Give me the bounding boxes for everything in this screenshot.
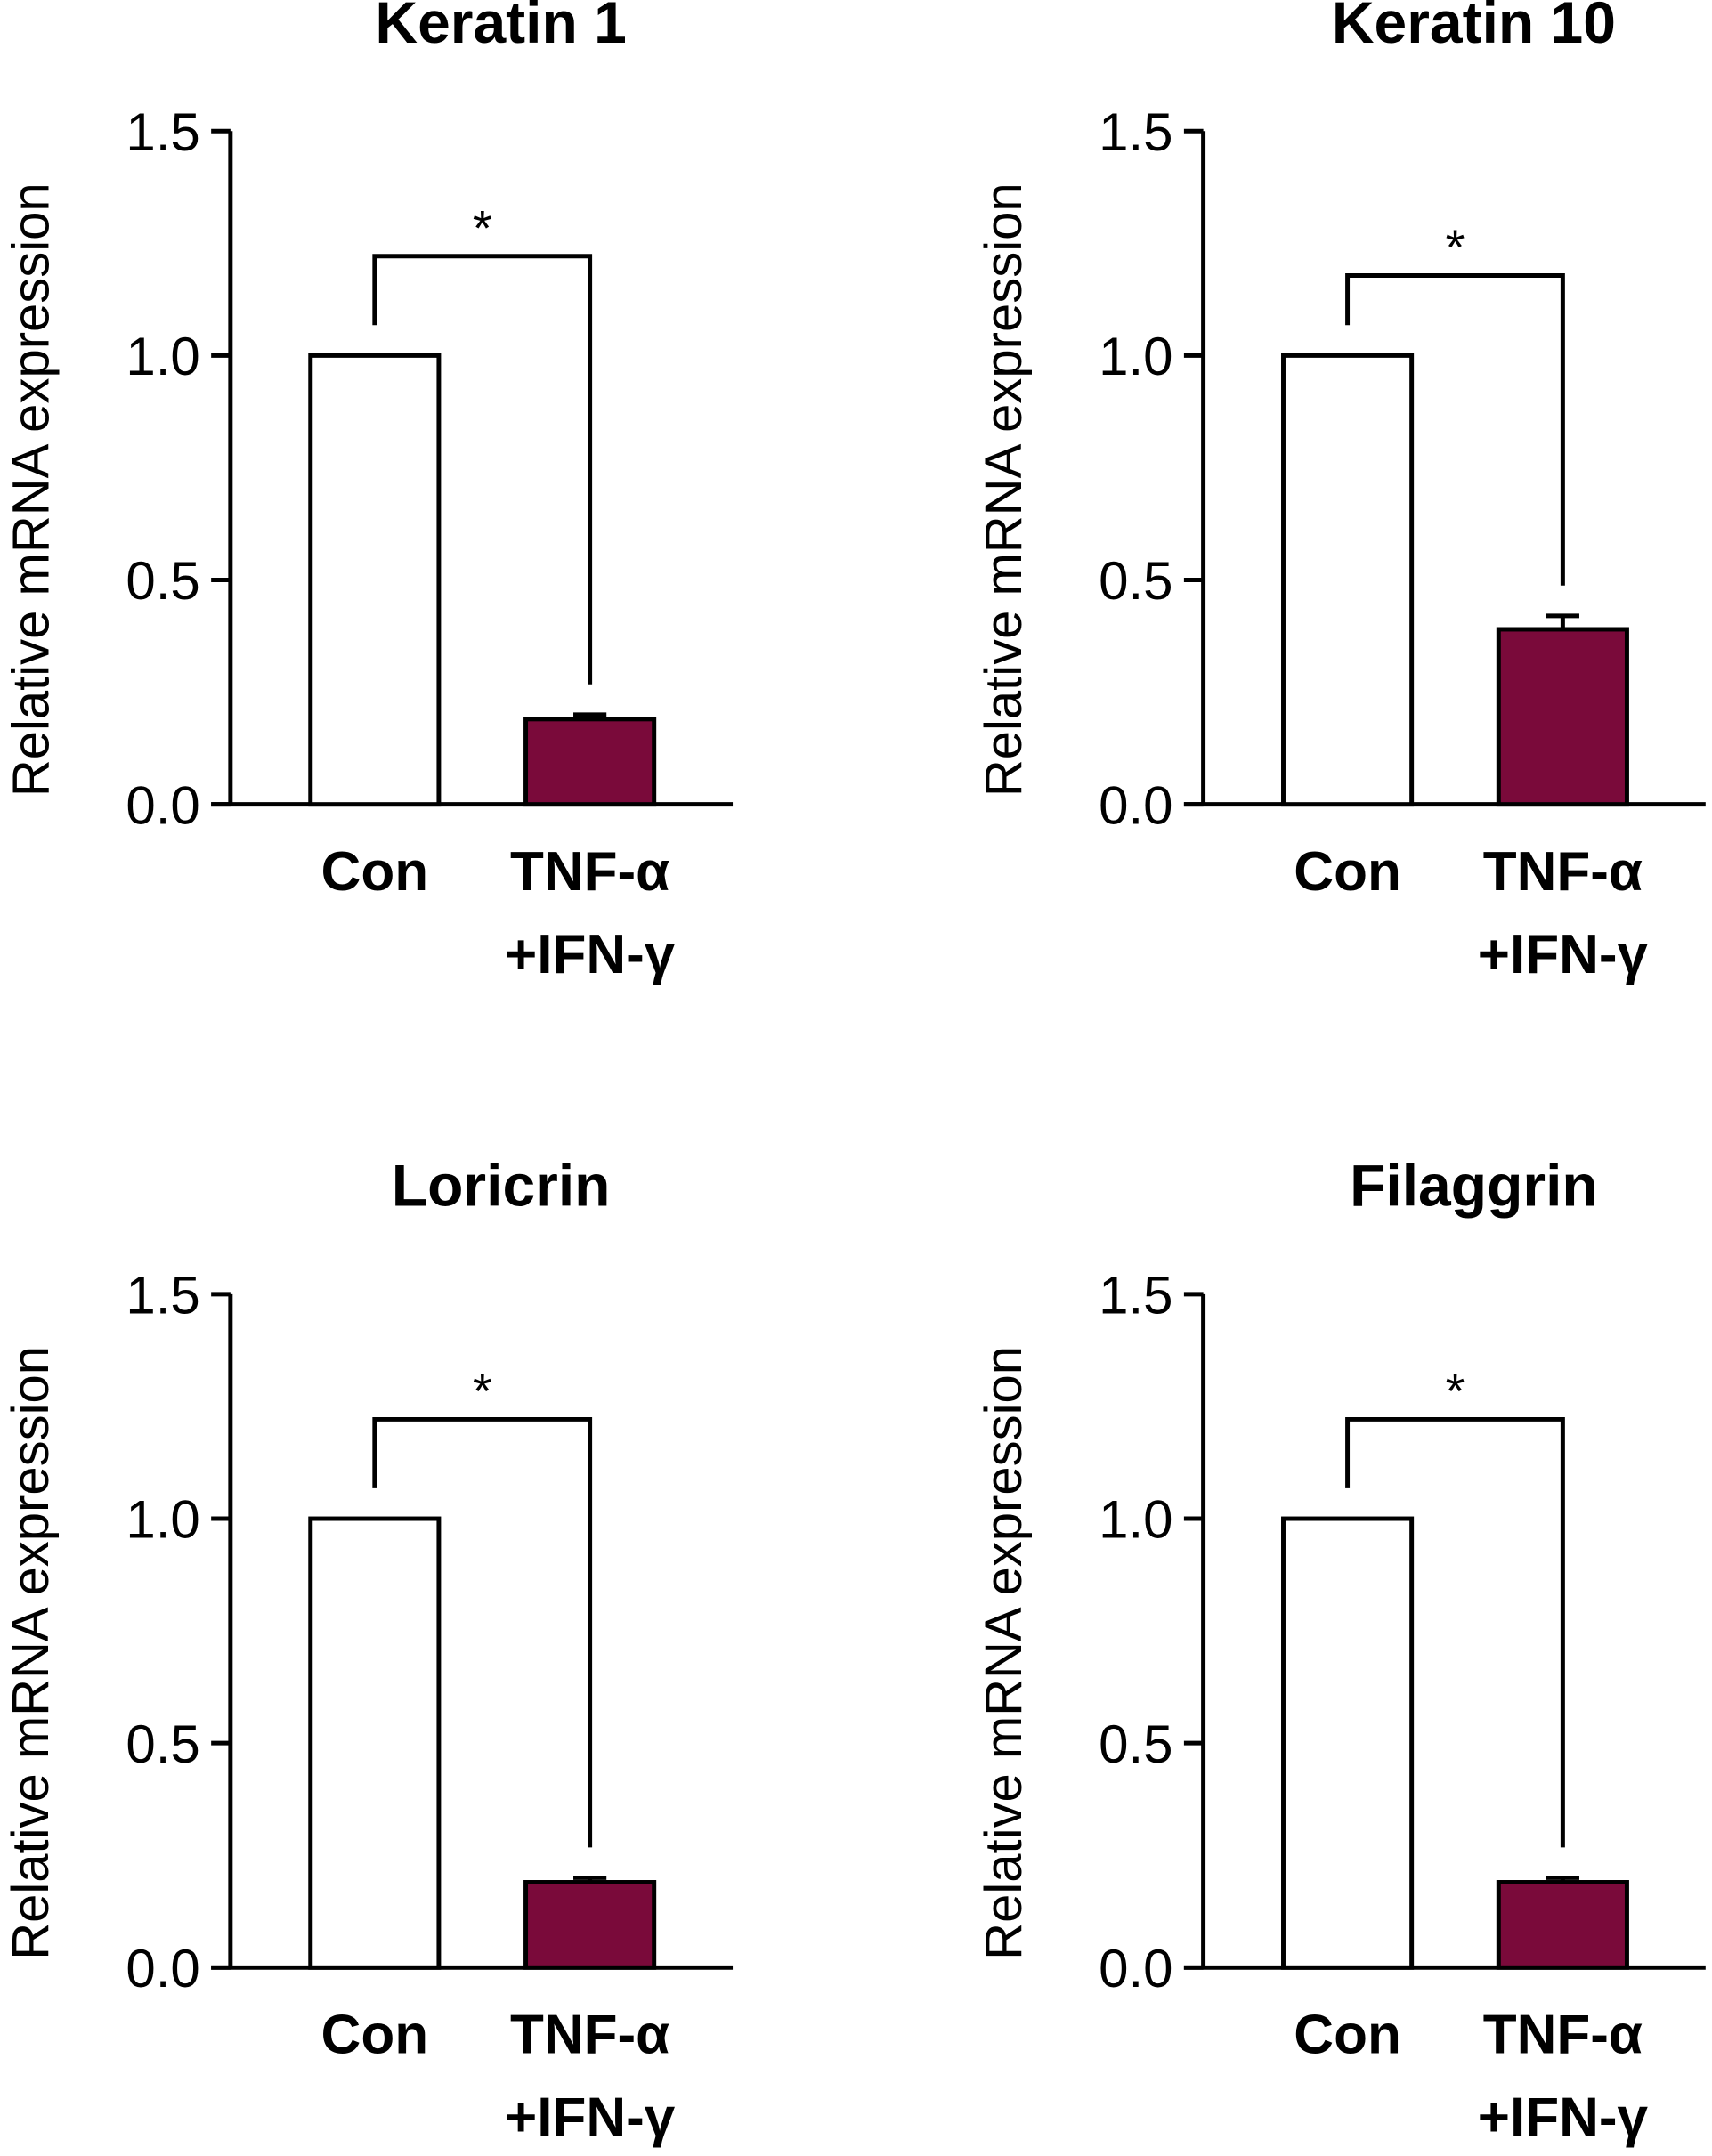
bar-con xyxy=(308,1516,442,1970)
chart-panel-4: Filaggrin Relative mRNA expression 0.0 0.5 1… xyxy=(975,1153,1706,2148)
y-tick-label: 0.5 xyxy=(126,551,199,611)
category-label: Con xyxy=(321,841,429,903)
bar-tnf-ifn xyxy=(523,1880,657,1970)
y-axis-label: Relative mRNA expression xyxy=(975,182,1033,797)
category-label: TNF-α xyxy=(1483,2004,1643,2065)
y-tick-label: 0.0 xyxy=(126,1939,199,1998)
chart-title: Loricrin xyxy=(392,1153,611,1219)
y-tick-label: 1.0 xyxy=(1099,1490,1172,1550)
significance-bracket xyxy=(1345,273,1565,586)
category-label-line2: +IFN-γ xyxy=(1478,2087,1649,2148)
significance-bracket xyxy=(1345,1416,1565,1848)
bar-con xyxy=(1281,353,1415,807)
bar-tnf-ifn xyxy=(523,717,657,807)
bar-tnf-ifn xyxy=(1496,1880,1629,1970)
chart-title: Filaggrin xyxy=(1350,1153,1598,1219)
significance-bracket xyxy=(372,254,593,685)
y-tick-label: 1.5 xyxy=(126,1266,199,1325)
bar-tnf-ifn xyxy=(1496,627,1629,807)
category-label: TNF-α xyxy=(1483,841,1643,903)
y-tick-label: 0.5 xyxy=(1099,1714,1172,1774)
category-label: TNF-α xyxy=(510,2004,669,2065)
y-tick-label: 0.5 xyxy=(1099,551,1172,611)
y-tick-label: 0.0 xyxy=(126,775,199,835)
category-label: TNF-α xyxy=(510,841,669,903)
y-tick-label: 0.0 xyxy=(1099,1939,1172,1998)
category-label: Con xyxy=(1294,2004,1401,2065)
significance-marker: * xyxy=(473,1363,492,1419)
chart-panel-2: Keratin 10 Relative mRNA expression 0.0 0.5… xyxy=(975,0,1706,985)
chart-title: Keratin 10 xyxy=(1332,0,1616,55)
significance-marker: * xyxy=(473,199,492,255)
y-axis-label: Relative mRNA expression xyxy=(2,182,60,797)
bar-con xyxy=(308,353,442,807)
chart-panel-3: Loricrin Relative mRNA expression 0.0 0.5 1.… xyxy=(2,1153,734,2148)
significance-marker: * xyxy=(1446,1363,1465,1419)
bar-con xyxy=(1281,1516,1415,1970)
y-axis-label: Relative mRNA expression xyxy=(2,1346,60,1960)
y-tick-label: 1.0 xyxy=(1099,327,1172,386)
category-label-line2: +IFN-γ xyxy=(505,924,676,985)
y-tick-label: 0.0 xyxy=(1099,775,1172,835)
chart-title: Keratin 1 xyxy=(375,0,626,55)
y-tick-label: 1.0 xyxy=(126,327,199,386)
category-label: Con xyxy=(321,2004,429,2065)
category-label: Con xyxy=(1294,841,1401,903)
y-axis-label: Relative mRNA expression xyxy=(975,1346,1033,1960)
category-label-line2: +IFN-γ xyxy=(505,2087,676,2148)
chart-panel-1: Keratin 1 Relative mRNA expression 0.0 0.5 1… xyxy=(2,0,734,985)
y-tick-label: 1.5 xyxy=(1099,1266,1172,1325)
y-tick-label: 0.5 xyxy=(126,1714,199,1774)
y-tick-label: 1.5 xyxy=(126,102,199,162)
y-tick-label: 1.0 xyxy=(126,1490,199,1550)
category-label-line2: +IFN-γ xyxy=(1478,924,1649,985)
y-tick-label: 1.5 xyxy=(1099,102,1172,162)
significance-bracket xyxy=(372,1416,593,1848)
significance-marker: * xyxy=(1446,219,1465,275)
